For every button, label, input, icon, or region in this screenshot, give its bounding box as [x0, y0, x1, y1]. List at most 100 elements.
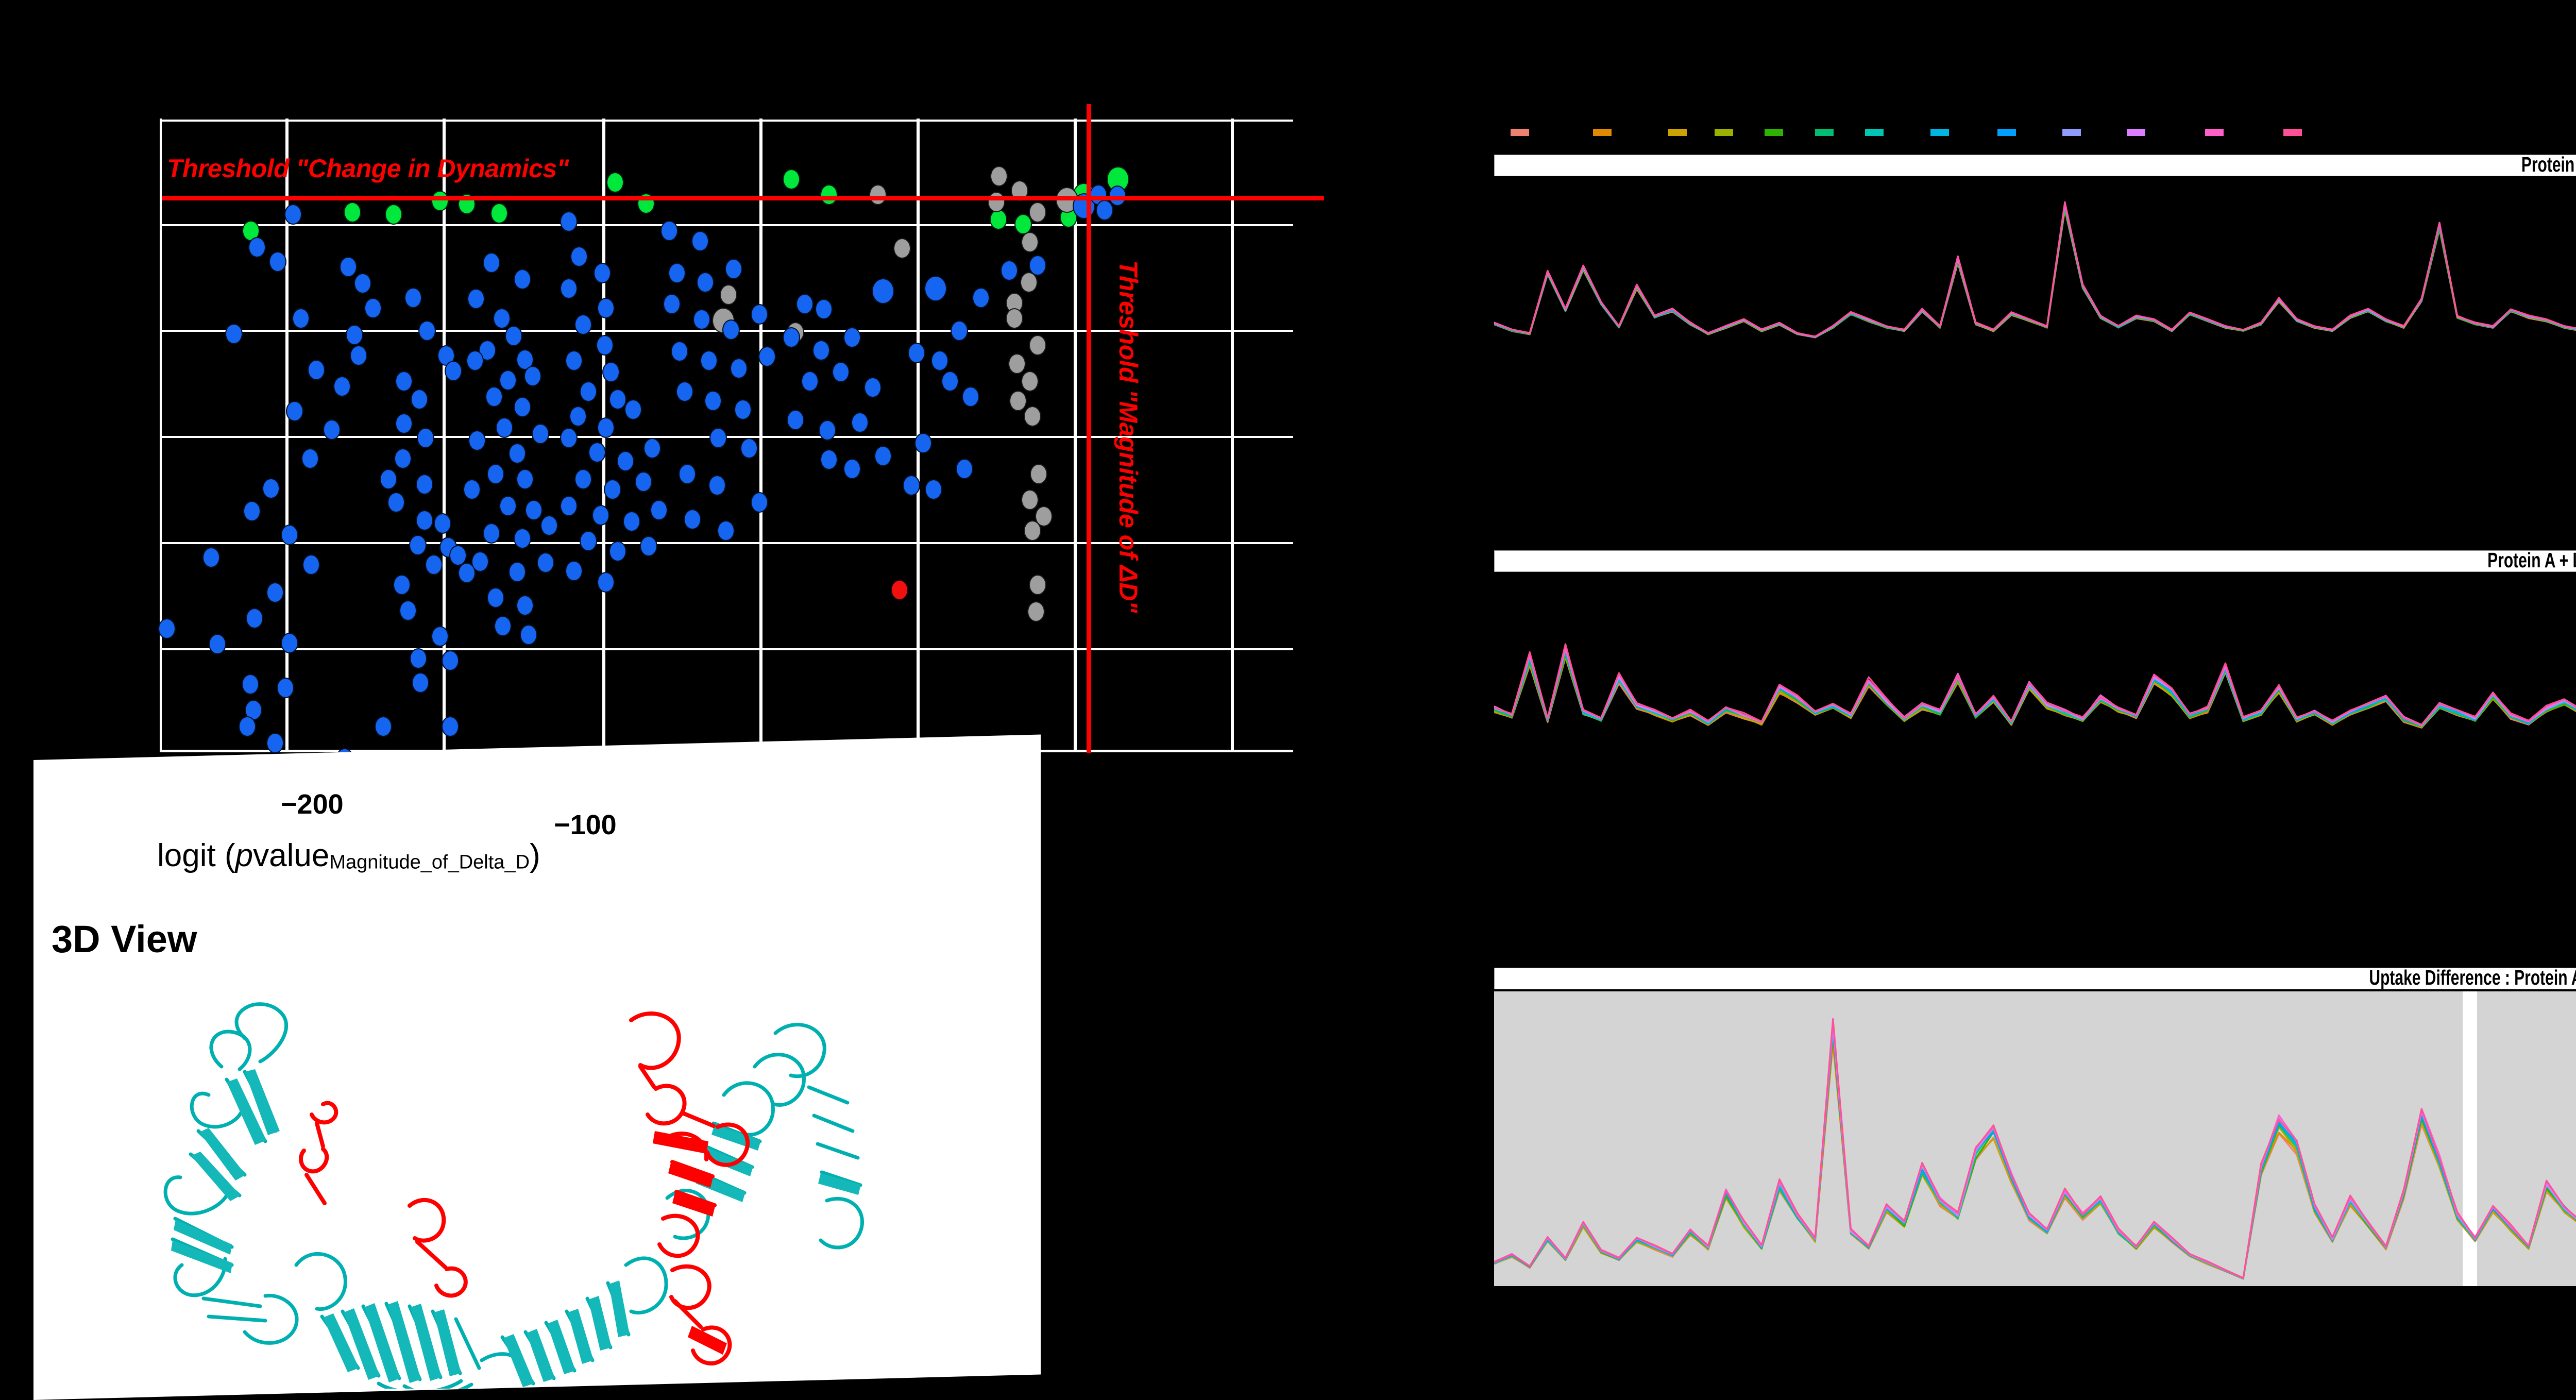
data-point-blue[interactable] — [787, 410, 804, 430]
data-point-blue[interactable] — [434, 513, 451, 534]
data-point-blue[interactable] — [560, 428, 578, 448]
data-point-green[interactable] — [820, 184, 838, 205]
data-point-blue[interactable] — [466, 350, 484, 371]
legend-swatch-3[interactable] — [1668, 129, 1687, 136]
data-point-blue[interactable] — [956, 459, 973, 479]
data-point-blue[interactable] — [409, 535, 427, 555]
data-point-blue[interactable] — [225, 324, 243, 344]
data-point-blue[interactable] — [277, 678, 294, 698]
data-point-blue[interactable] — [972, 288, 990, 308]
data-point-blue[interactable] — [496, 417, 513, 438]
data-point-blue[interactable] — [730, 358, 748, 379]
data-point-green[interactable] — [1014, 214, 1032, 234]
data-point-blue[interactable] — [588, 442, 606, 463]
data-point-blue[interactable] — [796, 294, 814, 314]
data-point-blue[interactable] — [570, 246, 588, 267]
data-point-blue[interactable] — [697, 272, 714, 293]
data-point-blue[interactable] — [442, 650, 459, 671]
data-point-blue[interactable] — [864, 377, 882, 398]
legend-swatch-13[interactable] — [2283, 129, 2302, 136]
data-point-blue[interactable] — [411, 389, 428, 410]
data-point-blue[interactable] — [354, 273, 371, 294]
data-point-blue[interactable] — [516, 469, 534, 490]
data-point-blue[interactable] — [679, 464, 696, 484]
data-point-blue[interactable] — [242, 674, 259, 695]
data-point-green[interactable] — [344, 202, 361, 223]
data-point-blue[interactable] — [660, 221, 678, 241]
data-point-blue[interactable] — [874, 446, 892, 466]
data-point-blue[interactable] — [514, 528, 531, 549]
data-point-blue[interactable] — [395, 371, 413, 392]
data-point-grey[interactable] — [1020, 272, 1038, 293]
data-point-blue[interactable] — [717, 520, 735, 541]
data-point-blue[interactable] — [158, 618, 176, 639]
data-point-blue[interactable] — [635, 471, 652, 492]
data-point-blue[interactable] — [560, 496, 578, 516]
legend-swatch-1[interactable] — [1511, 129, 1529, 136]
data-point-blue[interactable] — [346, 325, 363, 345]
data-point-blue[interactable] — [262, 478, 280, 499]
data-point-blue[interactable] — [604, 479, 621, 500]
data-point-blue[interactable] — [412, 672, 429, 693]
data-point-blue[interactable] — [597, 572, 615, 593]
data-point-blue[interactable] — [597, 417, 615, 438]
data-point-red[interactable] — [891, 580, 908, 600]
data-point-grey[interactable] — [869, 184, 887, 205]
data-point-blue[interactable] — [387, 492, 405, 513]
data-point-blue[interactable] — [925, 479, 942, 500]
data-point-blue[interactable] — [209, 634, 226, 654]
data-point-green[interactable] — [431, 191, 449, 211]
data-point-blue[interactable] — [602, 362, 620, 382]
data-point-grey[interactable] — [1009, 391, 1027, 411]
data-point-green[interactable] — [385, 204, 402, 225]
data-point-blue[interactable] — [514, 269, 531, 290]
data-point-blue[interactable] — [1001, 260, 1018, 281]
data-point-green[interactable] — [490, 203, 508, 224]
data-point-blue[interactable] — [700, 350, 718, 371]
data-point-blue[interactable] — [565, 350, 583, 371]
data-point-blue[interactable] — [416, 510, 433, 531]
data-point-grey[interactable] — [1027, 601, 1045, 622]
data-point-green[interactable] — [783, 169, 800, 190]
data-point-blue[interactable] — [487, 464, 504, 484]
data-point-blue[interactable] — [617, 451, 634, 471]
data-point-blue[interactable] — [410, 648, 427, 669]
data-point-blue[interactable] — [820, 449, 838, 470]
data-point-grey[interactable] — [1021, 490, 1039, 510]
data-point-blue[interactable] — [471, 551, 489, 572]
data-point-blue[interactable] — [751, 304, 768, 325]
data-point-blue[interactable] — [301, 448, 319, 469]
volcano-plot-area[interactable]: Threshold "Change in Dynamics" Threshold… — [158, 104, 1324, 830]
data-point-blue[interactable] — [650, 500, 668, 520]
data-point-blue[interactable] — [801, 371, 819, 392]
legend-swatch-7[interactable] — [1865, 129, 1884, 136]
data-point-blue[interactable] — [574, 469, 592, 490]
three-d-view-card[interactable]: −200 −100 logit (pvalueMagnitude_of_Delt… — [33, 734, 1041, 1400]
data-point-blue[interactable] — [560, 211, 578, 232]
data-point-blue[interactable] — [693, 309, 710, 330]
data-point-blue[interactable] — [812, 340, 830, 361]
data-point-blue[interactable] — [843, 459, 861, 479]
data-point-blue[interactable] — [483, 252, 500, 273]
data-point-grey[interactable] — [1006, 308, 1023, 329]
data-point-blue[interactable] — [609, 541, 626, 562]
data-point-blue[interactable] — [395, 413, 413, 434]
data-point-grey[interactable] — [1029, 202, 1046, 223]
data-point-blue[interactable] — [872, 278, 894, 304]
data-point-blue[interactable] — [284, 204, 302, 225]
data-point-blue[interactable] — [663, 294, 681, 314]
data-point-blue[interactable] — [340, 257, 357, 277]
data-point-blue[interactable] — [494, 616, 512, 636]
data-point-blue[interactable] — [302, 554, 320, 575]
data-point-blue[interactable] — [843, 327, 861, 348]
trace-area-protein-a-ligand[interactable] — [1494, 573, 2576, 756]
data-point-blue[interactable] — [308, 360, 325, 380]
data-point-blue[interactable] — [751, 492, 768, 513]
data-point-blue[interactable] — [962, 386, 979, 407]
data-point-blue[interactable] — [709, 428, 727, 448]
data-point-blue[interactable] — [832, 362, 850, 382]
data-point-blue[interactable] — [684, 509, 701, 530]
data-point-blue[interactable] — [903, 475, 920, 496]
data-point-blue[interactable] — [425, 554, 443, 575]
data-point-blue[interactable] — [596, 335, 614, 356]
